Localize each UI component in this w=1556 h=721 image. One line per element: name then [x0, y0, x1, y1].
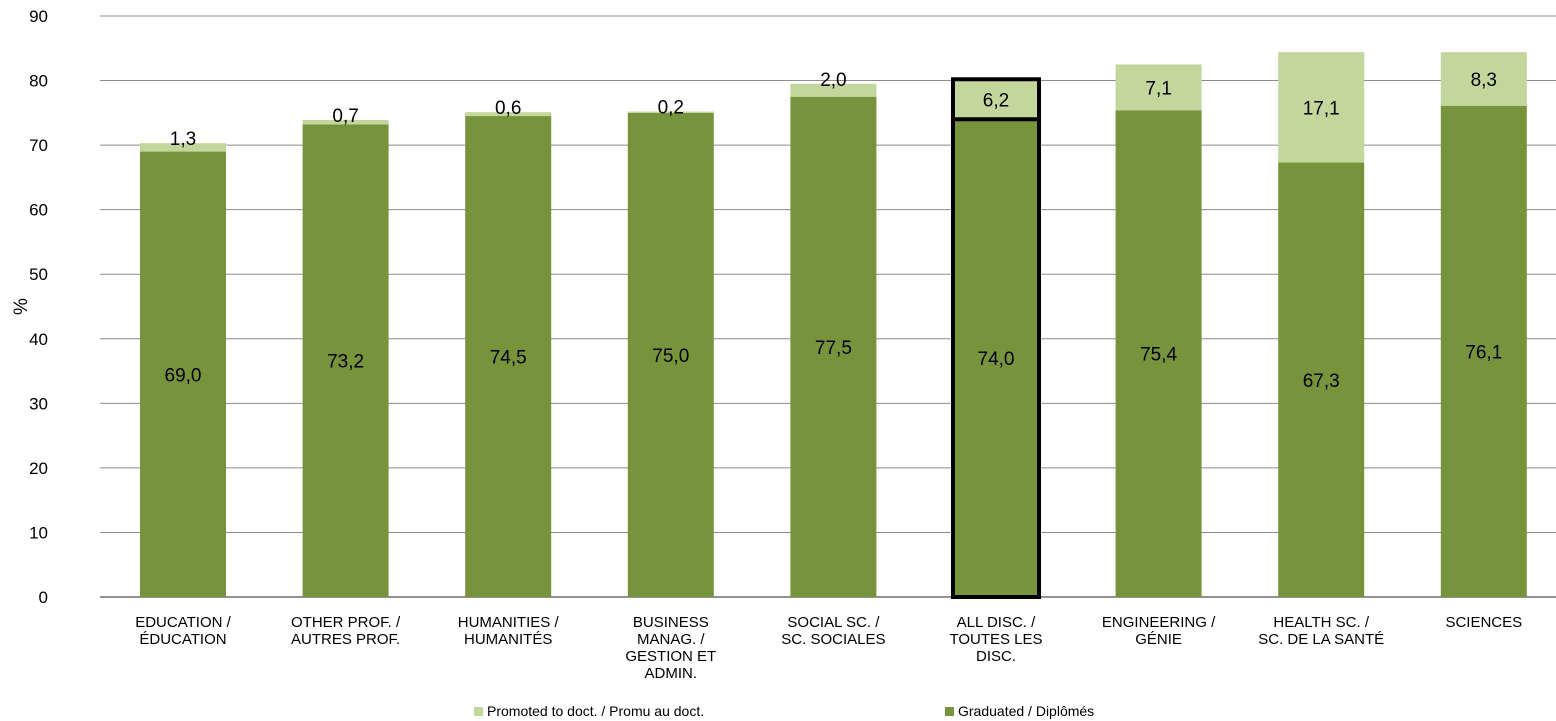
data-label-promoted: 6,2 — [983, 90, 1009, 111]
bar-promoted — [953, 79, 1039, 120]
data-label-graduated: 75,4 — [1140, 345, 1177, 366]
x-tick-label: ENGINEERING / GÉNIE — [1102, 614, 1216, 648]
y-tick-label: 90 — [29, 7, 48, 26]
legend: Promoted to doct. / Promu au doct. Gradua… — [474, 703, 1094, 719]
data-label-promoted: 8,3 — [1471, 70, 1497, 91]
data-label-promoted: 0,2 — [658, 98, 684, 119]
x-tick-label-line: EDUCATION / — [135, 614, 231, 631]
data-label-promoted: 0,6 — [495, 98, 521, 119]
data-label-graduated: 69,0 — [165, 365, 202, 386]
data-label-graduated: 67,3 — [1303, 371, 1340, 392]
x-tick-label-line: SOCIAL SC. / — [787, 614, 880, 631]
x-tick-label-line: HEALTH SC. / — [1273, 614, 1369, 631]
x-tick-label-line: HUMANITIES / — [458, 614, 560, 631]
y-tick-label: 60 — [29, 201, 48, 220]
data-label-graduated: 76,1 — [1465, 342, 1502, 363]
legend-label: Promoted to doct. / Promu au doct. — [487, 703, 704, 719]
x-tick-label: ALL DISC. / TOUTES LES DISC. — [949, 614, 1042, 665]
x-tick-label-line: GESTION ET — [625, 648, 716, 665]
x-tick-label: BUSINESS MANAG. / GESTION ET ADMIN. — [625, 614, 716, 682]
x-tick-label: HEALTH SC. / SC. DE LA SANTÉ — [1258, 614, 1384, 648]
x-tick-label: OTHER PROF. / AUTRES PROF. — [291, 614, 401, 648]
bar-promoted — [627, 111, 714, 113]
bar-promoted — [1278, 52, 1365, 163]
bar-graduated — [1115, 110, 1202, 598]
legend-swatch — [474, 707, 483, 716]
y-tick-label: 20 — [29, 459, 48, 478]
x-tick-label-line: SC. SOCIALES — [781, 631, 885, 648]
bar-promoted — [1115, 64, 1202, 111]
data-label-graduated: 74,0 — [978, 349, 1015, 370]
bar-promoted — [140, 143, 226, 152]
x-tick-label-line: MANAG. / — [637, 631, 705, 648]
x-tick-label-line: ALL DISC. / — [957, 614, 1036, 631]
x-tick-label: HUMANITIES / HUMANITÉS — [458, 614, 560, 648]
bar-graduated — [1278, 162, 1365, 597]
data-label-promoted: 1,3 — [170, 129, 196, 150]
data-label-graduated: 74,5 — [490, 348, 527, 369]
bar-graduated — [953, 119, 1039, 598]
data-label-promoted: 7,1 — [1145, 78, 1171, 99]
bar-promoted — [302, 119, 389, 125]
y-tick-label: 40 — [29, 330, 48, 349]
x-tick-label-line: TOUTES LES — [949, 631, 1042, 648]
x-tick-label-line: OTHER PROF. / — [291, 614, 401, 631]
x-tick-label-line: SC. DE LA SANTÉ — [1258, 631, 1384, 648]
bar-promoted — [1440, 52, 1527, 106]
bar-graduated — [140, 151, 226, 598]
highlight-outline — [951, 77, 1041, 599]
data-labels: 69,0 1,3 73,2 0,7 74,5 0,6 75,0 0,2 77,5 2,0 74,0 6… — [165, 70, 1503, 392]
x-tick-label-line: HUMANITÉS — [464, 631, 552, 648]
legend-label: Graduated / Diplômés — [958, 703, 1094, 719]
x-tick-label-line: SCIENCES — [1445, 614, 1522, 631]
data-label-promoted: 17,1 — [1303, 98, 1340, 119]
data-label-promoted: 2,0 — [820, 70, 846, 91]
x-tick-label: EDUCATION / ÉDUCATION — [135, 614, 231, 648]
bar-graduated — [627, 112, 714, 597]
bar-promoted — [790, 83, 877, 97]
bar-graduated — [790, 96, 877, 597]
y-tick-label: 80 — [29, 72, 48, 91]
x-tick-label-line: GÉNIE — [1135, 631, 1182, 648]
y-tick-label: 30 — [29, 394, 48, 413]
y-tick-label: 0 — [39, 588, 48, 607]
bar-graduated — [1440, 105, 1527, 597]
data-label-graduated: 75,0 — [652, 346, 689, 367]
x-tick-label-line: BUSINESS — [633, 614, 709, 631]
legend-swatch — [945, 707, 954, 716]
data-label-graduated: 73,2 — [327, 352, 364, 373]
x-tick-label-line: ENGINEERING / — [1102, 614, 1216, 631]
bars — [140, 52, 1527, 599]
data-label-graduated: 77,5 — [815, 338, 852, 359]
y-axis-label: % — [11, 298, 32, 315]
x-tick-label-line: ADMIN. — [645, 665, 698, 682]
x-tick-label-line: DISC. — [976, 648, 1016, 665]
bar-graduated — [302, 124, 389, 597]
y-axis: 0 10 20 30 40 50 60 70 80 90 — [29, 7, 48, 607]
y-tick-label: 50 — [29, 265, 48, 284]
x-axis: EDUCATION / ÉDUCATION OTHER PROF. / AUTRES … — [135, 614, 1522, 682]
y-tick-label: 10 — [29, 523, 48, 542]
data-label-promoted: 0,7 — [332, 106, 358, 127]
bar-graduated — [465, 116, 552, 598]
x-tick-label-line: AUTRES PROF. — [291, 631, 400, 648]
x-tick-label-line: ÉDUCATION — [139, 631, 226, 648]
y-tick-label: 70 — [29, 136, 48, 155]
x-tick-label: SOCIAL SC. / SC. SOCIALES — [781, 614, 885, 648]
x-tick-label: SCIENCES — [1445, 614, 1522, 631]
bar-promoted — [465, 112, 552, 117]
